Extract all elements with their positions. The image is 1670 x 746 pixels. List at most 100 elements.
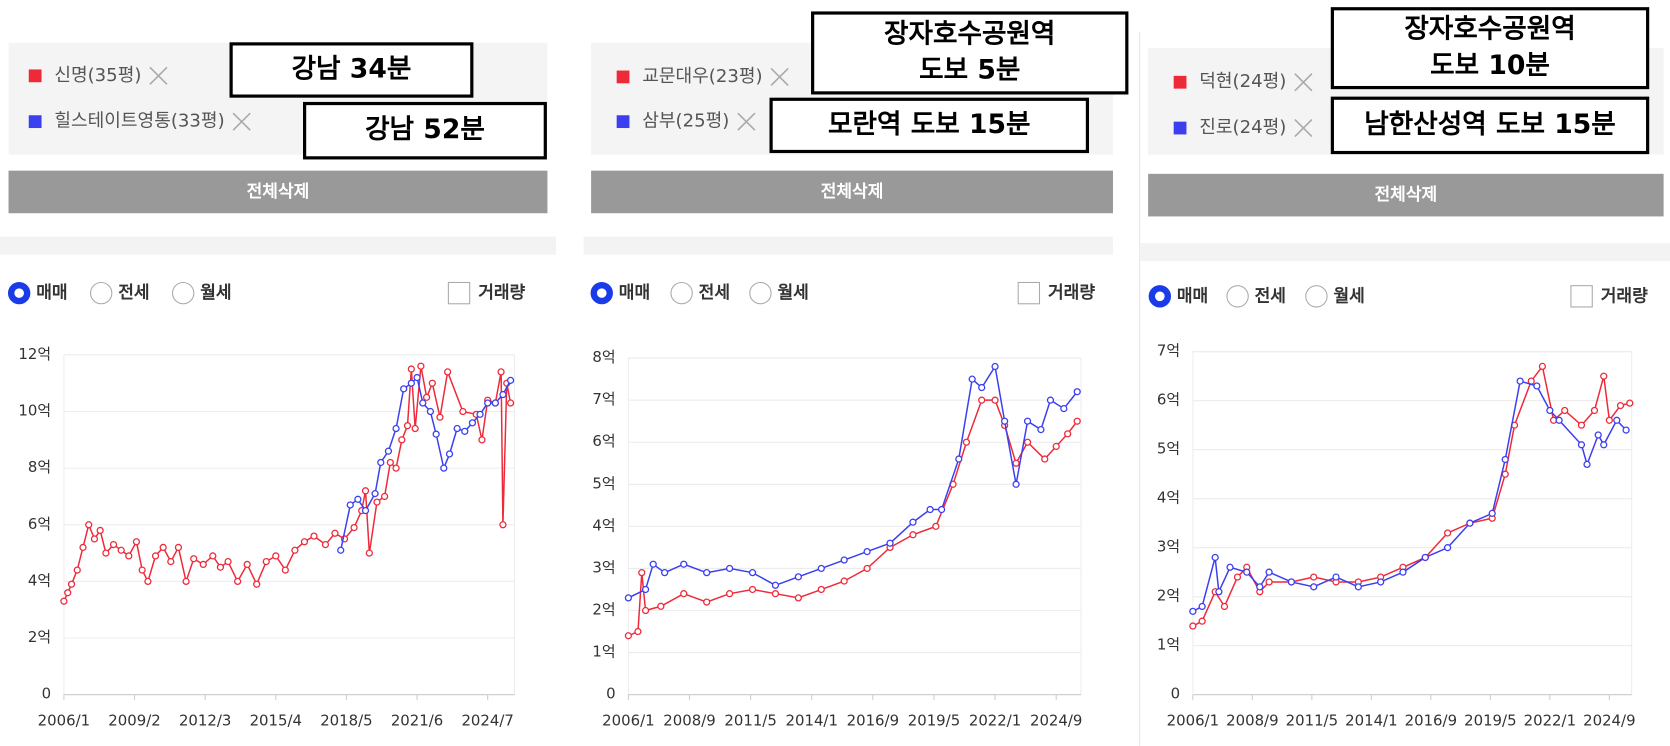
y-tick-label: 0	[42, 685, 51, 703]
radio-label: 월세	[1333, 286, 1364, 306]
data-point	[1555, 416, 1563, 424]
section-band	[583, 236, 1113, 255]
data-point	[90, 535, 99, 543]
data-point	[174, 543, 183, 552]
data-point	[968, 375, 976, 383]
x-tick-label: 2006/1	[38, 711, 90, 729]
y-tick-label: 6억	[28, 515, 51, 533]
remove-icon[interactable]	[149, 66, 168, 85]
data-point	[1561, 406, 1569, 415]
radio-label: 매매	[1177, 286, 1208, 306]
data-point	[1421, 553, 1429, 562]
radio-dot	[596, 288, 607, 298]
checkbox[interactable]	[1570, 285, 1593, 308]
data-point	[182, 577, 190, 586]
radio[interactable]	[172, 281, 195, 305]
data-point	[1354, 583, 1362, 591]
annotation-box	[303, 101, 547, 160]
data-point	[484, 399, 492, 407]
data-point	[417, 362, 425, 370]
remove-icon[interactable]	[1294, 118, 1313, 138]
data-point	[233, 577, 242, 586]
data-point	[125, 552, 133, 560]
data-point	[634, 627, 642, 636]
y-tick-label: 0	[1171, 685, 1180, 703]
data-point	[1594, 431, 1602, 439]
data-point	[1001, 417, 1009, 425]
data-point	[499, 521, 507, 529]
data-point	[1189, 607, 1197, 615]
data-point	[386, 458, 394, 467]
data-point	[1626, 399, 1634, 407]
data-point	[1226, 563, 1234, 571]
remove-icon[interactable]	[232, 112, 251, 131]
x-tick-label: 2018/5	[320, 711, 372, 729]
data-point	[407, 365, 415, 373]
data-point	[1012, 459, 1020, 467]
data-point	[262, 557, 270, 566]
data-point	[373, 498, 381, 506]
data-point	[1332, 573, 1340, 581]
data-point	[1377, 578, 1385, 586]
remove-icon[interactable]	[1294, 73, 1313, 92]
data-point	[497, 368, 505, 376]
data-point	[281, 566, 289, 574]
y-tick-label: 1억	[1157, 636, 1180, 654]
data-point	[680, 590, 688, 598]
delete-all-button[interactable]	[591, 170, 1113, 214]
data-point	[1613, 416, 1621, 424]
data-point	[638, 569, 646, 577]
annotation-box	[1330, 96, 1650, 155]
x-tick-label: 2022/1	[969, 711, 1021, 729]
remove-icon[interactable]	[770, 67, 789, 87]
data-point	[300, 538, 309, 546]
radio[interactable]	[1305, 285, 1328, 308]
data-point	[937, 505, 946, 514]
data-point	[459, 407, 467, 416]
delete-all-button[interactable]	[1148, 173, 1664, 217]
data-point	[1243, 568, 1251, 576]
x-tick-label: 2006/1	[602, 711, 654, 729]
data-point	[132, 538, 141, 546]
data-point	[771, 590, 780, 598]
checkbox[interactable]	[1017, 281, 1041, 305]
data-point	[1622, 426, 1630, 434]
checkbox[interactable]	[447, 281, 471, 305]
data-point	[1546, 406, 1554, 415]
data-point	[85, 521, 93, 529]
data-point	[73, 566, 81, 574]
data-point	[354, 495, 362, 503]
data-point	[64, 589, 72, 597]
data-point	[1023, 417, 1032, 425]
series-line	[628, 399, 1078, 637]
section-band	[0, 236, 556, 255]
radio[interactable]	[670, 281, 693, 305]
data-point	[138, 566, 146, 574]
data-point	[725, 590, 734, 598]
y-tick-label: 12억	[18, 345, 51, 363]
data-point	[649, 560, 657, 568]
data-point	[1488, 509, 1496, 517]
x-tick-label: 2009/2	[108, 711, 160, 729]
remove-icon[interactable]	[737, 112, 756, 131]
data-point	[361, 487, 370, 495]
data-point	[432, 430, 440, 438]
x-tick-label: 2022/1	[1524, 711, 1576, 729]
radio[interactable]	[1226, 285, 1249, 308]
data-point	[1265, 568, 1273, 576]
data-point	[1060, 404, 1068, 413]
data-point	[863, 564, 871, 573]
data-point	[440, 464, 448, 472]
y-tick-label: 4억	[1157, 489, 1180, 507]
x-tick-label: 2024/7	[461, 711, 513, 729]
legend-swatch	[28, 69, 42, 83]
data-point	[426, 407, 435, 416]
y-tick-label: 2억	[1157, 587, 1180, 605]
data-point	[1037, 425, 1045, 434]
legend-swatch	[1173, 75, 1187, 89]
radio[interactable]	[749, 281, 772, 305]
legend-label: 힐스테이트영통(33평)	[54, 111, 224, 132]
radio[interactable]	[89, 281, 113, 305]
data-point	[748, 569, 757, 577]
delete-all-button[interactable]	[8, 170, 548, 214]
